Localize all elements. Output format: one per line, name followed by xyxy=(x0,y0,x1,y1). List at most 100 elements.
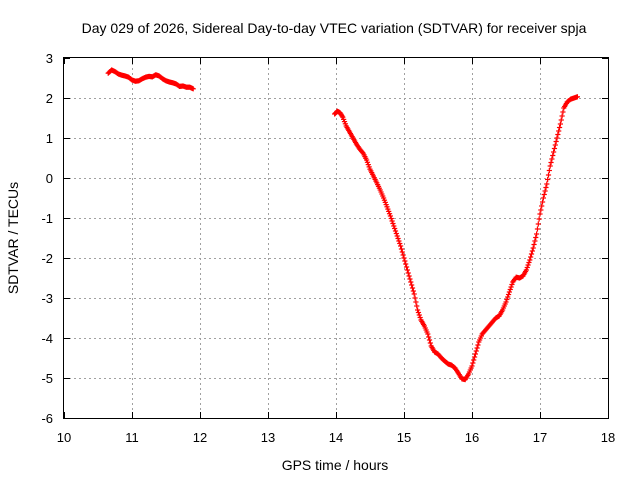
data-point xyxy=(409,282,415,288)
y-tick-label: -2 xyxy=(41,251,53,266)
data-point xyxy=(535,221,541,227)
data-point xyxy=(474,345,480,351)
data-point xyxy=(390,220,396,227)
data-point xyxy=(534,226,541,232)
data-point xyxy=(401,255,407,261)
x-tick-label: 18 xyxy=(601,430,615,445)
data-point xyxy=(551,149,557,155)
data-point xyxy=(359,149,365,155)
data-point xyxy=(552,142,558,148)
data-point xyxy=(402,258,408,264)
x-tick-label: 13 xyxy=(261,430,275,445)
x-tick-label: 12 xyxy=(193,430,207,445)
data-point xyxy=(559,113,565,119)
data-point xyxy=(400,252,406,258)
data-points xyxy=(105,67,580,383)
data-point xyxy=(427,340,433,346)
data-point xyxy=(526,259,532,266)
data-point xyxy=(524,264,530,271)
data-point xyxy=(403,264,410,270)
data-point xyxy=(412,295,418,301)
data-point xyxy=(393,230,399,237)
data-point xyxy=(413,299,419,305)
data-point xyxy=(529,248,535,254)
data-point xyxy=(389,218,395,224)
data-point xyxy=(574,94,580,100)
data-point xyxy=(541,191,547,198)
data-point xyxy=(473,348,479,354)
data-point xyxy=(392,225,398,232)
data-point xyxy=(471,357,477,363)
y-axis-label: SDTVAR / TECUs xyxy=(5,182,21,294)
data-point xyxy=(404,267,410,273)
x-tick-label: 15 xyxy=(397,430,411,445)
data-point xyxy=(410,288,416,294)
data-point xyxy=(532,238,538,244)
data-point xyxy=(426,334,432,340)
data-point xyxy=(403,261,409,267)
data-point xyxy=(505,291,512,298)
data-point xyxy=(425,331,431,337)
x-tick-label: 16 xyxy=(465,430,479,445)
data-point xyxy=(539,203,545,209)
chart-title: Day 029 of 2026, Sidereal Day-to-day VTE… xyxy=(82,20,587,36)
data-point xyxy=(542,188,548,194)
y-tick-label: -6 xyxy=(41,411,53,426)
data-point xyxy=(546,167,552,174)
data-point xyxy=(405,270,411,276)
data-point xyxy=(553,138,559,145)
data-point xyxy=(470,360,476,366)
data-point xyxy=(398,246,405,252)
data-point xyxy=(537,211,543,217)
data-point xyxy=(555,131,561,138)
data-point xyxy=(414,303,420,309)
data-point xyxy=(556,124,563,131)
y-tick-label: -3 xyxy=(41,291,53,306)
data-point xyxy=(549,156,555,162)
data-point xyxy=(475,342,481,348)
data-point xyxy=(415,307,421,313)
data-point xyxy=(406,273,412,279)
data-point xyxy=(395,235,401,242)
data-point xyxy=(540,195,546,201)
data-point xyxy=(538,207,544,213)
data-point xyxy=(398,243,404,249)
data-point xyxy=(471,354,478,360)
y-tick-label: 2 xyxy=(46,91,53,106)
y-tick-label: 0 xyxy=(46,171,53,186)
x-tick-label: 10 xyxy=(57,430,71,445)
data-point xyxy=(417,314,423,321)
data-point xyxy=(407,276,413,282)
data-point xyxy=(533,234,539,241)
data-point xyxy=(528,251,535,257)
data-point xyxy=(544,181,550,187)
data-point xyxy=(190,86,196,92)
y-tick-label: -5 xyxy=(41,371,53,386)
data-point xyxy=(416,312,422,318)
data-point xyxy=(387,213,393,219)
data-point xyxy=(504,296,510,303)
data-point xyxy=(534,231,540,237)
data-point xyxy=(523,267,529,273)
data-point xyxy=(505,294,511,300)
data-point xyxy=(509,281,515,288)
data-point xyxy=(560,109,566,115)
data-point xyxy=(391,223,397,229)
data-point xyxy=(469,363,475,369)
data-point xyxy=(528,254,534,260)
data-point xyxy=(388,215,394,222)
data-point xyxy=(530,245,536,251)
data-point xyxy=(543,184,549,191)
data-point xyxy=(411,291,417,297)
data-point xyxy=(554,135,560,141)
data-point xyxy=(536,216,542,222)
data-point xyxy=(396,238,402,244)
data-point xyxy=(507,286,513,293)
data-point xyxy=(397,240,403,247)
data-point xyxy=(394,233,400,239)
y-tick-label: 3 xyxy=(46,51,53,66)
data-point xyxy=(547,163,553,169)
data-point xyxy=(506,289,512,295)
